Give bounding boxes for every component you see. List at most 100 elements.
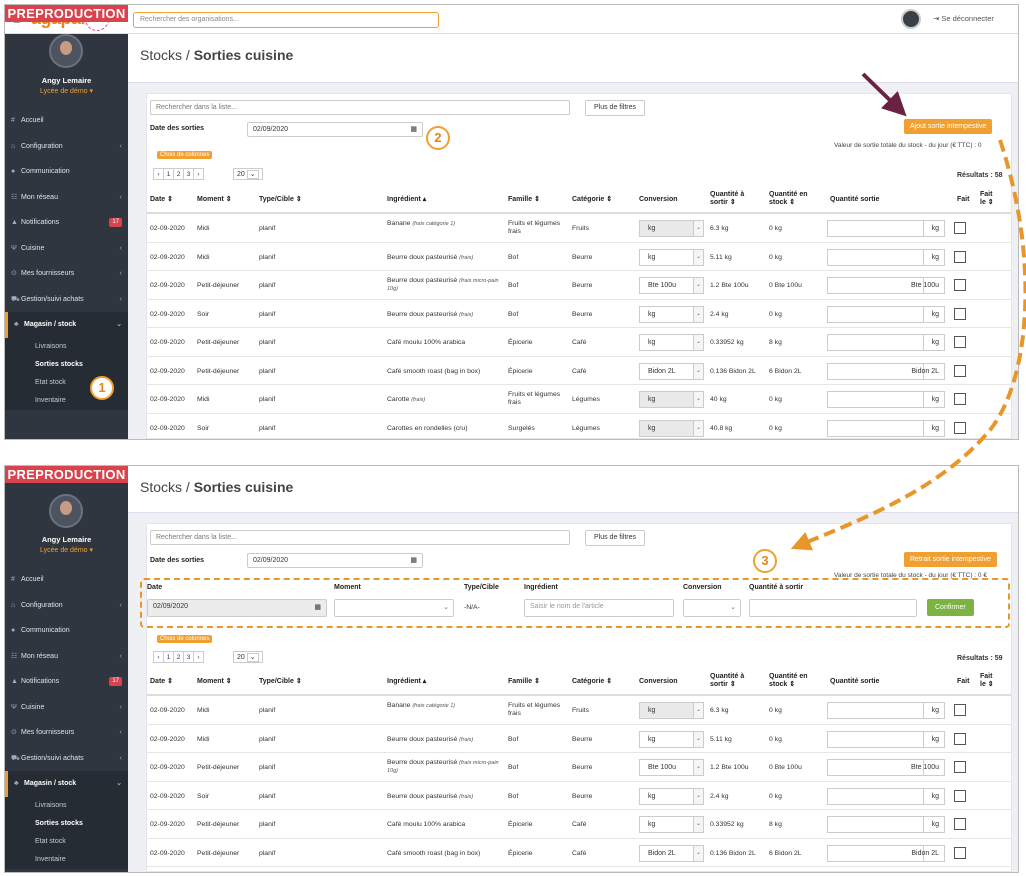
- page-size-select[interactable]: 20 ⌄: [233, 168, 263, 180]
- sidebar-item-configuration[interactable]: ⌂ Configuration ‹: [5, 134, 128, 160]
- sidebar-item-magasin-stock[interactable]: ♣ Magasin / stock ⌄: [5, 771, 128, 797]
- sidebar-subitem[interactable]: Livraisons: [5, 796, 128, 815]
- form-conversion-select[interactable]: ⌄: [683, 599, 741, 617]
- column-header-categorie[interactable]: Catégorie ⇕: [572, 196, 613, 203]
- avatar[interactable]: [901, 9, 921, 29]
- sidebar-item-communication[interactable]: ● Communication: [5, 159, 128, 185]
- conversion-select[interactable]: kg ⌄: [639, 787, 704, 805]
- list-search-input[interactable]: Rechercher dans la liste...: [150, 100, 570, 115]
- qty-sortie-input[interactable]: Bte 100u: [827, 759, 945, 776]
- form-moment-select[interactable]: ⌄: [334, 599, 454, 617]
- column-header-ingredient[interactable]: Ingrédient ▴: [387, 678, 427, 685]
- column-header-fait-le[interactable]: Fait le ⇕: [980, 191, 994, 206]
- date-input[interactable]: 02/09/2020 ▦: [247, 122, 423, 137]
- qty-sortie-input[interactable]: kg: [827, 419, 945, 437]
- conversion-select[interactable]: kg ⌄: [639, 305, 704, 323]
- column-header-conversion[interactable]: Conversion: [639, 196, 678, 203]
- column-header-moment[interactable]: Moment ⇕: [197, 678, 232, 685]
- add-exit-button[interactable]: Ajout sortie intempestive: [904, 119, 993, 134]
- column-header-qty-sortie[interactable]: Quantité sortie: [830, 678, 880, 685]
- column-header-qty-out[interactable]: Quantité à sortir ⇕: [710, 673, 745, 688]
- conversion-select[interactable]: Bidon 2L ⌄: [639, 844, 704, 862]
- next-page[interactable]: ›: [193, 651, 204, 663]
- conversion-select[interactable]: kg ⌄: [639, 334, 704, 351]
- column-header-date[interactable]: Date ⇕: [150, 678, 173, 685]
- sidebar-item-cuisine[interactable]: Ψ Cuisine ‹: [5, 236, 128, 262]
- column-header-qty-out[interactable]: Quantité à sortir ⇕: [710, 191, 745, 206]
- sidebar-item-configuration[interactable]: ⌂ Configuration ‹: [5, 593, 128, 619]
- column-header-conversion[interactable]: Conversion: [639, 678, 678, 685]
- page-size-select[interactable]: 20 ⌄: [233, 651, 263, 663]
- done-checkbox[interactable]: [954, 222, 966, 234]
- date-input[interactable]: 02/09/2020 ▦: [247, 553, 423, 568]
- qty-sortie-input[interactable]: Bidon 2L: [827, 362, 945, 380]
- org-search-input[interactable]: Rechercher des organisations...: [133, 12, 439, 28]
- qty-sortie-input[interactable]: Bte 100u: [827, 277, 945, 294]
- done-checkbox[interactable]: [954, 761, 966, 773]
- conversion-select[interactable]: kg ⌄: [639, 816, 704, 833]
- done-checkbox[interactable]: [954, 732, 966, 745]
- conversion-select[interactable]: Bte 100u ⌄: [639, 277, 704, 294]
- column-header-ingredient[interactable]: Ingrédient ▴: [387, 196, 427, 203]
- sidebar-item-magasin-stock[interactable]: ♣ Magasin / stock ⌄: [5, 312, 128, 338]
- sidebar-item-mon-r-seau[interactable]: ☷ Mon réseau ‹: [5, 185, 128, 211]
- columns-button[interactable]: Choix de colonnes: [157, 635, 213, 643]
- qty-sortie-input[interactable]: kg: [827, 248, 945, 266]
- calendar-icon[interactable]: ▦: [314, 604, 321, 611]
- sidebar-subitem[interactable]: Inventaire: [5, 850, 128, 869]
- done-checkbox[interactable]: [954, 336, 966, 348]
- sidebar-item-gestion-suivi-achats[interactable]: ⛟Gestion/suivi achats ‹: [5, 746, 128, 772]
- remove-exit-button[interactable]: Retrait sortie intempestive: [904, 552, 997, 567]
- sidebar-item-cuisine[interactable]: Ψ Cuisine ‹: [5, 695, 128, 721]
- done-checkbox[interactable]: [954, 250, 966, 263]
- calendar-icon[interactable]: ▦: [410, 126, 417, 133]
- column-header-moment[interactable]: Moment ⇕: [197, 196, 232, 203]
- form-ingredient-input[interactable]: Saisir le nom de l'article: [524, 599, 674, 617]
- sidebar-item-notifications[interactable]: ▲ Notifications 17: [5, 210, 128, 236]
- sidebar-item-mon-r-seau[interactable]: ☷ Mon réseau ‹: [5, 644, 128, 670]
- column-header-qty-sortie[interactable]: Quantité sortie: [830, 196, 880, 203]
- column-header-type[interactable]: Type/Cible ⇕: [259, 196, 302, 203]
- school-selector[interactable]: Lycée de démo ▾: [39, 88, 94, 95]
- done-checkbox[interactable]: [954, 279, 966, 291]
- qty-sortie-input[interactable]: kg: [827, 702, 945, 719]
- done-checkbox[interactable]: [954, 307, 966, 320]
- sidebar-item-gestion-suivi-achats[interactable]: ⛟Gestion/suivi achats ‹: [5, 287, 128, 313]
- column-header-qty-stock[interactable]: Quantité en stock ⇕: [769, 191, 808, 206]
- conversion-select[interactable]: kg ⌄: [639, 730, 704, 748]
- qty-sortie-input[interactable]: kg: [827, 305, 945, 323]
- qty-sortie-input[interactable]: Bidon 2L: [827, 844, 945, 862]
- qty-sortie-input[interactable]: kg: [827, 391, 945, 408]
- calendar-icon[interactable]: ▦: [410, 557, 417, 564]
- sidebar-item-communication[interactable]: ● Communication: [5, 618, 128, 644]
- done-checkbox[interactable]: [954, 704, 966, 716]
- sidebar-subitem[interactable]: Etat stock: [5, 832, 128, 851]
- column-header-categorie[interactable]: Catégorie ⇕: [572, 678, 613, 685]
- more-filters-button[interactable]: Plus de filtres: [585, 100, 646, 116]
- column-header-fait[interactable]: Fait: [957, 196, 970, 203]
- sidebar-item-accueil[interactable]: # Accueil: [5, 567, 128, 593]
- conversion-select[interactable]: Bidon 2L ⌄: [639, 362, 704, 380]
- column-header-fait[interactable]: Fait: [957, 678, 970, 685]
- breadcrumb[interactable]: Stocks /: [140, 479, 194, 495]
- qty-sortie-input[interactable]: kg: [827, 334, 945, 351]
- done-checkbox[interactable]: [954, 364, 966, 377]
- more-filters-button[interactable]: Plus de filtres: [585, 530, 646, 546]
- column-header-date[interactable]: Date ⇕: [150, 196, 173, 203]
- logout-link[interactable]: ⇥ Se déconnecter: [933, 14, 994, 23]
- done-checkbox[interactable]: [954, 421, 966, 434]
- sidebar-subitem[interactable]: Sorties stocks: [5, 355, 128, 374]
- form-date-input[interactable]: 02/09/2020 ▦: [147, 599, 327, 617]
- column-header-type[interactable]: Type/Cible ⇕: [259, 678, 302, 685]
- sidebar-item-accueil[interactable]: # Accueil: [5, 108, 128, 134]
- form-qty-input[interactable]: [749, 599, 917, 617]
- done-checkbox[interactable]: [954, 789, 966, 802]
- done-checkbox[interactable]: [954, 818, 966, 830]
- done-checkbox[interactable]: [954, 846, 966, 859]
- qty-sortie-input[interactable]: kg: [827, 816, 945, 833]
- qty-sortie-input[interactable]: kg: [827, 220, 945, 237]
- columns-button[interactable]: Choix de colonnes: [157, 151, 213, 159]
- conversion-select[interactable]: Bte 100u ⌄: [639, 759, 704, 776]
- qty-sortie-input[interactable]: kg: [827, 730, 945, 748]
- sidebar-subitem[interactable]: Livraisons: [5, 337, 128, 356]
